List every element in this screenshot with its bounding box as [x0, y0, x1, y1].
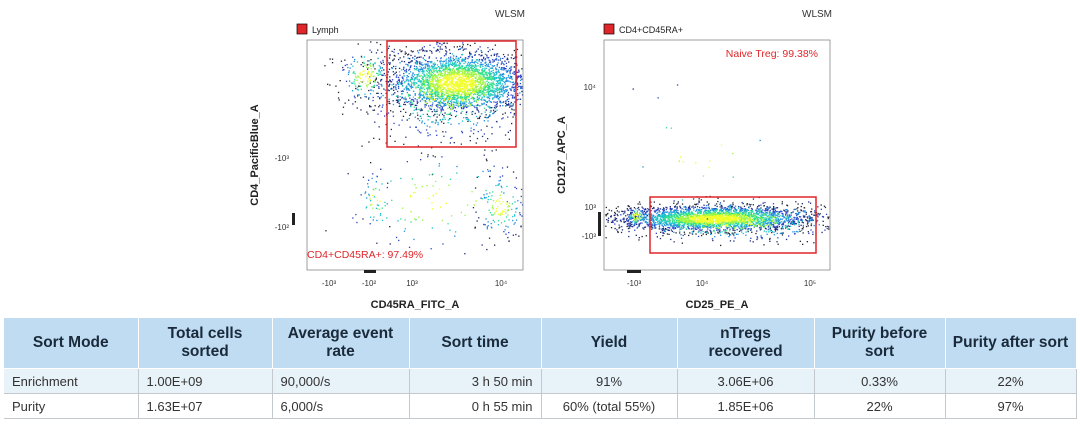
y-axis-ticks: 10⁴ 10³ -10³: [582, 83, 597, 241]
scatter-plot-cd4-cd45ra: WLSM Lymph CD4+CD45RA+: 97.49% -10³ -10²…: [245, 0, 545, 318]
x-tick-label: -10²: [362, 279, 377, 288]
table-cell: 1.63E+07: [138, 393, 273, 419]
table-cell: 22%: [945, 368, 1077, 394]
x-tick-label: -10³: [627, 279, 642, 288]
table-cell: 0 h 55 min: [409, 393, 542, 419]
table-row: Purity 1.63E+07 6,000/s 0 h 55 min 60% (…: [4, 393, 1077, 419]
column-header: Sort Mode: [4, 318, 139, 369]
column-header: nTregs recovered: [677, 318, 815, 369]
plot-title-right: WLSM: [802, 9, 832, 20]
scatter-points: [324, 41, 524, 255]
gate-label: Naive Treg: 99.38%: [726, 48, 818, 60]
x-axis-label: CD45RA_FITC_A: [371, 299, 460, 311]
legend-label: Lymph: [312, 25, 339, 35]
y-axis-marker: [292, 213, 295, 225]
y-tick-label: -10³: [582, 232, 597, 241]
gate-rectangle: [649, 196, 817, 254]
x-axis-marker: [364, 270, 376, 273]
plot-title-right: WLSM: [495, 9, 525, 20]
table-cell: 6,000/s: [272, 393, 410, 419]
scatter-plot-svg: WLSM CD4+CD45RA+ Naive Treg: 99.38% -10³…: [556, 9, 832, 311]
column-header: Yield: [541, 318, 678, 369]
table-cell: 1.00E+09: [138, 368, 273, 394]
gate-rectangle: [386, 40, 517, 148]
y-tick-label: 10³: [584, 203, 596, 212]
x-tick-label: -10³: [322, 279, 337, 288]
scatter-plot-cd25-cd127: WLSM CD4+CD45RA+ Naive Treg: 99.38% -10³…: [552, 0, 852, 318]
table-cell: 90,000/s: [272, 368, 410, 394]
y-tick-label: -10²: [275, 223, 290, 232]
legend-swatch: [603, 23, 615, 35]
y-tick-label: -10³: [275, 154, 290, 163]
gate-label: CD4+CD45RA+: 97.49%: [307, 249, 423, 261]
table-cell: 91%: [541, 368, 678, 394]
column-header: Purity after sort: [945, 318, 1077, 369]
table-cell: 3.06E+06: [677, 368, 815, 394]
table-cell: 1.85E+06: [677, 393, 815, 419]
table-cell: Purity: [4, 393, 139, 419]
x-tick-label: 10⁴: [696, 279, 709, 288]
plot-area: [306, 39, 524, 271]
legend-swatch: [296, 23, 308, 35]
table-header-row: Sort Mode Total cells sorted Average eve…: [4, 318, 1077, 369]
x-axis-ticks: -10³ 10⁴ 10⁵: [627, 279, 816, 288]
table-cell: 60% (total 55%): [541, 393, 678, 419]
column-header: Average event rate: [272, 318, 410, 369]
table-cell: Enrichment: [4, 368, 139, 394]
y-axis-label: CD127_APC_A: [556, 116, 568, 194]
column-header: Total cells sorted: [138, 318, 273, 369]
scatter-plot-svg: WLSM Lymph CD4+CD45RA+: 97.49% -10³ -10²…: [249, 9, 525, 311]
y-tick-label: 10⁴: [584, 83, 597, 92]
x-tick-label: 10⁵: [804, 279, 816, 288]
x-tick-label: 10³: [406, 279, 418, 288]
y-axis-ticks: -10³ -10²: [275, 154, 290, 232]
scatter-points: [605, 84, 830, 247]
y-axis-marker: [598, 212, 601, 236]
x-tick-label: 10⁴: [495, 279, 508, 288]
table-row: Enrichment 1.00E+09 90,000/s 3 h 50 min …: [4, 368, 1077, 394]
x-axis-label: CD25_PE_A: [686, 299, 749, 311]
table-cell: 97%: [945, 393, 1077, 419]
legend-label: CD4+CD45RA+: [619, 25, 683, 35]
x-axis-marker: [627, 270, 641, 273]
sort-results-table: Sort Mode Total cells sorted Average eve…: [4, 318, 1077, 419]
table-cell: 3 h 50 min: [409, 368, 542, 394]
column-header: Purity before sort: [814, 318, 946, 369]
x-axis-ticks: -10³ -10² 10³ 10⁴: [322, 279, 508, 288]
y-axis-label: CD4_PacificBlue_A: [249, 104, 261, 206]
table-cell: 22%: [814, 393, 946, 419]
plot-area: [603, 39, 831, 271]
table-cell: 0.33%: [814, 368, 946, 394]
column-header: Sort time: [409, 318, 542, 369]
